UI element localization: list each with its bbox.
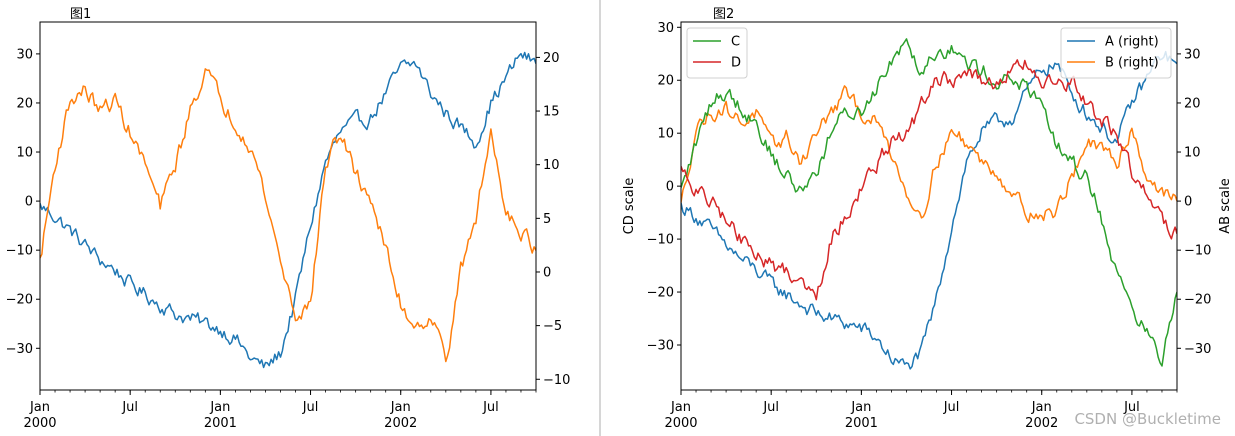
y-left-tick-label: −30 (647, 338, 674, 353)
y-right-tick-label: 30 (1184, 47, 1201, 62)
y-left-tick-label: 0 (25, 195, 33, 210)
legend-top-left: CD (686, 27, 748, 79)
y-left-tick-label: −20 (6, 293, 33, 308)
series-line-d (681, 59, 1177, 301)
y-left-tick-label: −20 (647, 286, 674, 301)
y-right-tick-label: 10 (1184, 146, 1201, 161)
x-tick-label: Jul (762, 400, 779, 415)
x-tick-label: Jul (121, 400, 138, 415)
x-tick-label: Jan (209, 400, 230, 415)
legend-label: C (731, 35, 740, 50)
series-group (681, 38, 1177, 370)
y-left-tick-label: 30 (657, 21, 674, 36)
y-right-tick-label: −10 (1184, 244, 1211, 259)
y-right-tick-label: 20 (543, 51, 560, 66)
x-tick-label: Jan (390, 400, 411, 415)
y-left-tick-label: 30 (16, 47, 33, 62)
y-right-tick-label: −5 (543, 319, 562, 334)
x-tick-label: Jan (1031, 400, 1052, 415)
chart-title: 图1 (70, 7, 91, 22)
series-line-b (40, 68, 536, 363)
x-tick-label: Jul (482, 400, 499, 415)
y-left-tick-label: 0 (666, 180, 674, 195)
series-line-c (681, 38, 1177, 367)
x-tick-sublabel: 2002 (384, 416, 417, 431)
y-left-tick-label: 10 (657, 127, 674, 142)
y-right-tick-label: 20 (1184, 96, 1201, 111)
y-right-tick-label: 0 (543, 265, 551, 280)
y-right-tick-label: −20 (1184, 293, 1211, 308)
x-tick-label: Jul (943, 400, 960, 415)
x-tick-sublabel: 2000 (23, 416, 56, 431)
legend-label: B (right) (1105, 56, 1159, 71)
series-line-a-right- (681, 50, 1177, 370)
x-tick-sublabel: 2002 (1025, 416, 1058, 431)
x-tick-label: Jul (1123, 400, 1140, 415)
y-left-axis-label: CD scale (622, 178, 637, 235)
chart-title: 图2 (713, 7, 734, 22)
x-tick-label: Jan (670, 400, 691, 415)
axes-frame (39, 21, 537, 391)
y-left-tick-label: 20 (657, 74, 674, 89)
legend-label: A (right) (1105, 35, 1159, 50)
y-right-tick-label: 15 (543, 105, 560, 120)
chart-2: −30−20−100102030−30−20−100102030Jan2000J… (622, 7, 1233, 431)
y-right-tick-label: 5 (543, 212, 551, 227)
y-left-tick-label: 20 (16, 96, 33, 111)
x-tick-label: Jan (29, 400, 50, 415)
y-right-tick-label: 0 (1184, 195, 1192, 210)
y-right-tick-label: 10 (543, 158, 560, 173)
y-left-tick-label: −30 (6, 342, 33, 357)
legend-top-right: A (right) B (right) (1060, 27, 1172, 79)
y-left-tick-label: 10 (16, 146, 33, 161)
legend-label: D (731, 56, 741, 71)
y-left-tick-label: −10 (647, 233, 674, 248)
watermark: CSDN @Buckletime (1074, 410, 1221, 428)
series-group (40, 51, 536, 369)
y-right-tick-label: −30 (1184, 342, 1211, 357)
y-right-tick-label: −10 (543, 373, 570, 388)
window-divider (599, 0, 601, 436)
x-tick-label: Jan (850, 400, 871, 415)
y-right-axis-label: AB scale (1218, 178, 1233, 233)
x-tick-sublabel: 2001 (204, 416, 237, 431)
series-line-a (40, 51, 536, 369)
series-line-b-right- (681, 85, 1177, 224)
x-tick-sublabel: 2001 (845, 416, 878, 431)
x-tick-label: Jul (302, 400, 319, 415)
y-left-tick-label: −10 (6, 244, 33, 259)
x-tick-sublabel: 2000 (664, 416, 697, 431)
axes-frame (680, 21, 1178, 391)
